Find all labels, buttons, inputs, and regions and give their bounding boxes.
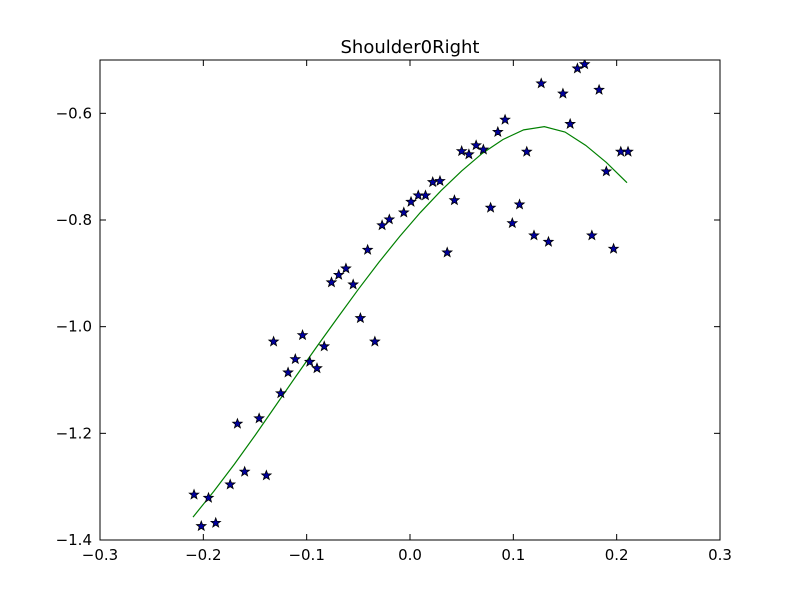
plot-area (188, 60, 634, 532)
data-point (303, 355, 316, 367)
data-point (332, 268, 345, 280)
data-point (578, 60, 591, 70)
data-point (405, 195, 417, 207)
data-point (231, 417, 244, 429)
data-point (564, 117, 577, 129)
data-point (188, 488, 200, 500)
data-point (434, 174, 446, 187)
data-point (202, 491, 215, 503)
fit-curve (192, 126, 628, 518)
x-tick-label: −0.2 (185, 546, 221, 564)
data-point (325, 276, 338, 288)
data-point (419, 189, 432, 201)
data-point (318, 340, 331, 352)
data-point (397, 206, 410, 218)
data-point (542, 235, 555, 247)
data-point (600, 165, 613, 177)
y-tick-label: −1.2 (56, 424, 92, 442)
data-point (622, 145, 634, 157)
data-point (441, 246, 454, 258)
data-point (506, 217, 519, 229)
data-point (528, 229, 540, 241)
data-point (557, 87, 569, 99)
data-point (470, 139, 482, 151)
y-tick-label: −1.0 (56, 318, 92, 336)
data-point (253, 412, 265, 424)
data-point (513, 198, 526, 210)
x-tick-label: 0.1 (501, 546, 525, 564)
data-point (586, 229, 598, 241)
data-point (282, 366, 294, 378)
data-point (383, 213, 396, 225)
data-point (477, 143, 490, 155)
y-tick-label: −0.6 (56, 104, 92, 122)
chart-title: Shoulder0Right (340, 37, 479, 58)
data-point (499, 113, 511, 125)
data-point (448, 194, 461, 206)
data-point (376, 219, 388, 231)
data-point (369, 335, 381, 347)
data-point (607, 242, 620, 254)
data-point (571, 62, 584, 74)
data-point (593, 83, 605, 95)
data-point (267, 335, 280, 347)
y-tick-label: −1.4 (56, 531, 92, 549)
x-tick-label: −0.1 (288, 546, 324, 564)
data-point (535, 77, 548, 89)
data-point (354, 311, 367, 324)
data-point (224, 478, 237, 490)
data-point (289, 353, 302, 365)
x-tick-label: 0.0 (398, 546, 422, 564)
data-point (274, 387, 287, 399)
data-point (195, 519, 208, 532)
data-point (296, 329, 309, 341)
x-tick-label: 0.2 (605, 546, 629, 564)
data-point (238, 465, 251, 477)
x-tick-label: −0.3 (82, 546, 118, 564)
data-point (484, 201, 497, 213)
data-point (260, 469, 273, 481)
data-point (520, 145, 533, 157)
data-point (491, 125, 504, 137)
data-point (455, 145, 468, 157)
y-tick-label: −0.8 (56, 211, 92, 229)
data-point (311, 362, 323, 374)
axes: −0.3 −0.2 −0.1 0.0 0.1 0.2 0.3 −1.4 −1.2 −1.0 −0.8… (56, 59, 732, 564)
x-tick-label: 0.3 (708, 546, 732, 564)
data-point (361, 243, 374, 255)
data-point (347, 278, 360, 290)
data-point (463, 148, 475, 160)
data-point (209, 516, 222, 528)
data-point (340, 262, 352, 274)
